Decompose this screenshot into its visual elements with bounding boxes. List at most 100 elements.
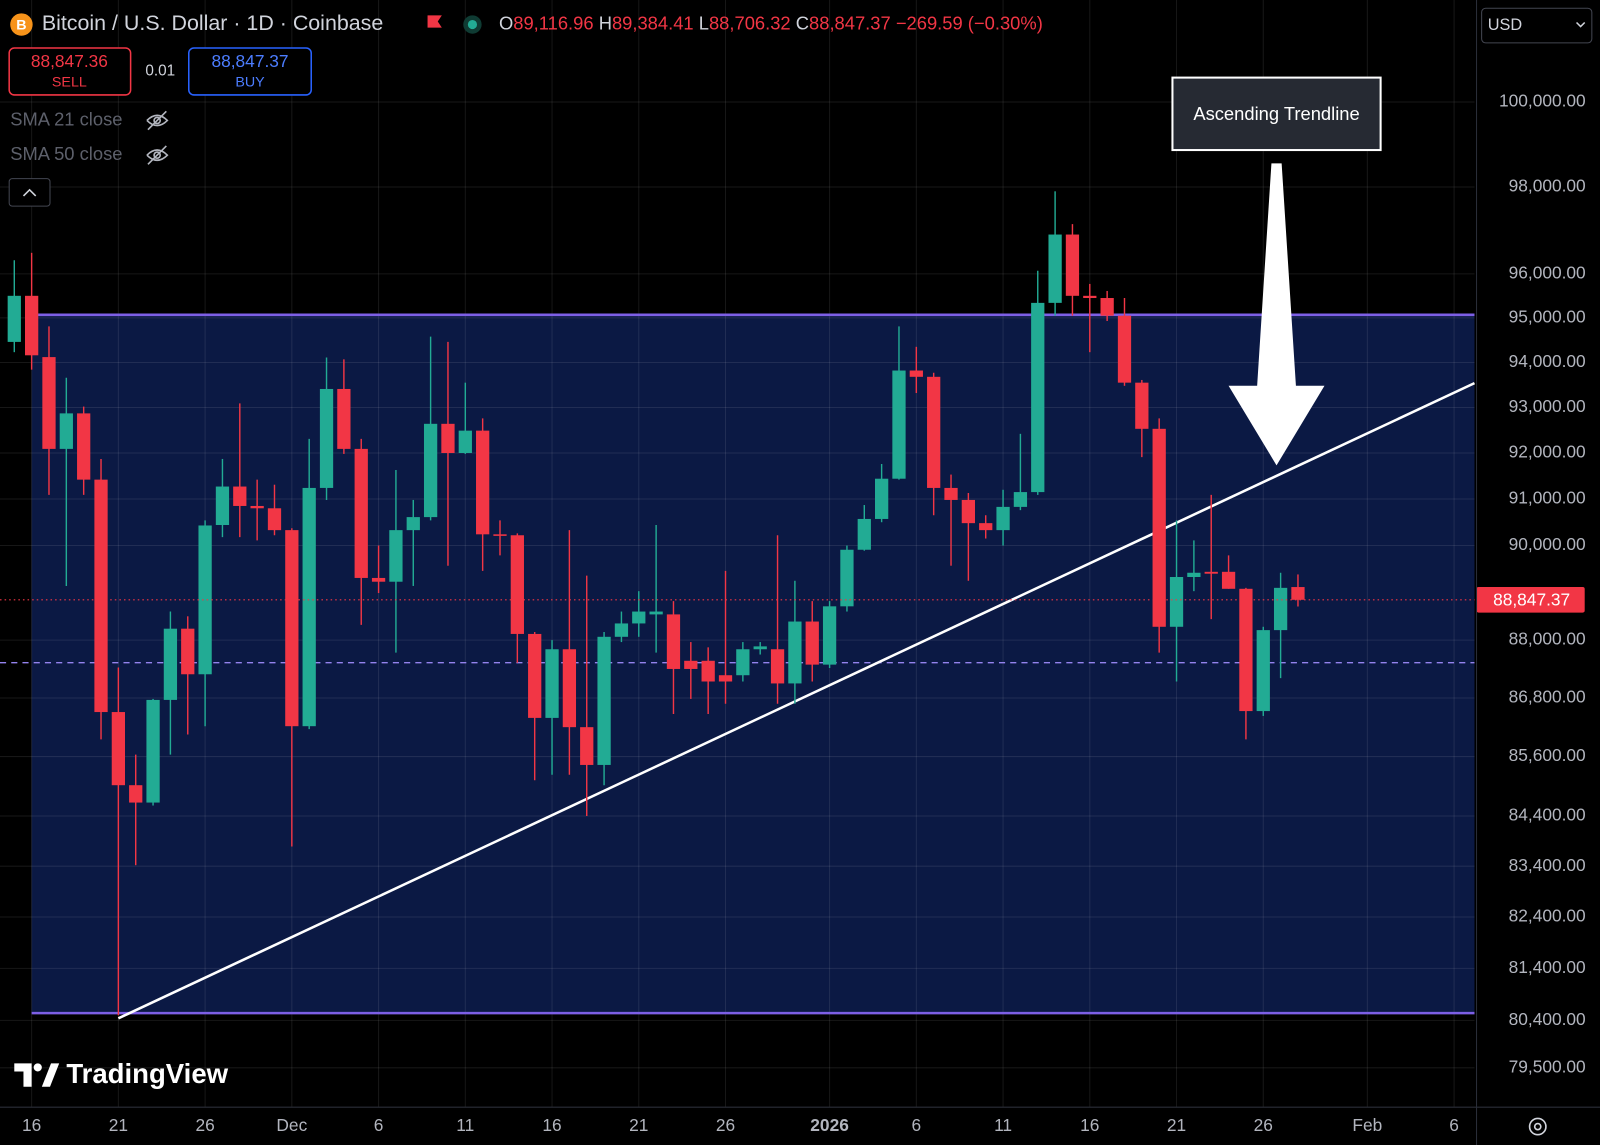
annotation-box[interactable] [1171,76,1382,152]
x-tick-label: 16 [1080,1115,1099,1135]
candle-body [632,611,646,624]
candle-body [493,534,507,536]
candle-body [1204,571,1218,574]
y-tick-label: 92,000.00 [1509,442,1586,462]
currency-select[interactable] [1481,7,1593,44]
candle-body [1083,295,1097,299]
candle-body [1031,302,1045,493]
candle-body [1135,382,1149,429]
candle-body [406,517,420,531]
x-tick-label: 26 [1254,1115,1273,1135]
candle-body [250,505,264,509]
ohlc-value: 88,706.32 [709,12,791,33]
candle-body [1013,492,1028,507]
candle-body [562,649,577,728]
candle-body [458,430,472,454]
candle-body [1100,298,1114,316]
candle-body [181,628,195,675]
candle-body [146,699,160,803]
candle-body [42,357,56,449]
candle-body [770,649,785,684]
ohlc-legend: O89,116.96 H89,384.41 L88,706.32 C88,847… [499,12,1043,33]
status-dot [467,19,478,30]
y-tick-label: 98,000.00 [1509,176,1586,196]
sell-button[interactable] [8,47,132,96]
x-tick-label: 26 [195,1115,214,1135]
ohlc-key: O [499,12,513,33]
x-tick-label: Feb [1352,1115,1382,1135]
y-tick-label: 94,000.00 [1509,351,1586,371]
x-tick-label: 26 [716,1115,735,1135]
y-tick-label: 80,400.00 [1509,1009,1586,1029]
y-tick-label: 83,400.00 [1509,855,1586,875]
symbol-title[interactable]: Bitcoin / U.S. Dollar · 1D · Coinbase [42,11,383,35]
y-tick-label: 88,000.00 [1509,629,1586,649]
candle-body [510,535,524,634]
candle-body [354,448,368,578]
candle-body [1291,587,1305,600]
candle-body [285,530,299,727]
x-tick-label: 6 [374,1115,384,1135]
candle-body [545,649,559,718]
candle-body [215,486,230,526]
candle-body [927,376,941,488]
candle-body [1169,577,1184,627]
candle-body [1256,630,1270,712]
sell-price: 88,847.36 [31,51,108,71]
hidden-icon[interactable] [146,145,169,165]
x-tick-label: 11 [994,1115,1012,1135]
candle-body [788,621,802,684]
candle-body [163,628,178,700]
y-tick-label: 79,500.00 [1509,1056,1586,1076]
y-tick-label: 82,400.00 [1509,906,1586,926]
candle-body [736,649,750,676]
x-tick-label: 6 [1449,1115,1459,1135]
candle-body [666,614,681,669]
x-tick-label: 2026 [810,1115,849,1135]
settings-icon[interactable] [1528,1117,1547,1136]
buy-button[interactable] [188,47,312,96]
indicator[interactable]: SMA 21 close [10,108,122,129]
ohlc-value: 89,384.41 [612,12,694,33]
y-tick-label: 84,400.00 [1509,805,1586,825]
flag-icon[interactable] [427,15,442,28]
candle-body [996,506,1010,531]
candle-body [580,727,594,765]
candle-body [857,518,871,550]
candle-body [423,423,438,518]
range-box [31,314,1475,1014]
chevron [22,188,37,197]
candle-body [389,530,403,582]
candle-body [1152,428,1166,627]
logo-icon [14,1063,60,1087]
candle-body [111,712,126,786]
x-tick-label: 21 [1167,1115,1186,1135]
candle-body [129,785,143,803]
annotation-arrow [1228,163,1325,466]
candle-body [1239,588,1253,712]
ohlc-key: L [699,12,709,33]
candle-body [267,508,282,531]
candle-body [961,499,976,524]
x-tick-label: 16 [22,1115,41,1135]
candle-body [875,478,889,519]
y-tick-label: 93,000.00 [1509,396,1586,416]
candle-body [944,487,958,500]
trendline [117,382,1476,1020]
indicator[interactable]: SMA 50 close [10,143,122,164]
hidden-icon[interactable] [146,110,169,131]
spread: 0.01 [145,63,175,80]
annotation-text: Ascending Trendline [1193,103,1359,124]
y-tick-label: 96,000.00 [1509,262,1586,282]
buy-price: 88,847.37 [211,51,288,71]
buy-label: BUY [235,74,265,90]
candle-body [649,611,663,615]
candle-body [302,487,316,727]
y-tick-label: 81,400.00 [1509,957,1586,977]
logo-text: TradingView [66,1058,228,1089]
candle-body [319,388,334,488]
coin-icon [10,13,33,36]
collapse-button[interactable] [8,178,51,207]
last-price-tag [1476,587,1585,613]
